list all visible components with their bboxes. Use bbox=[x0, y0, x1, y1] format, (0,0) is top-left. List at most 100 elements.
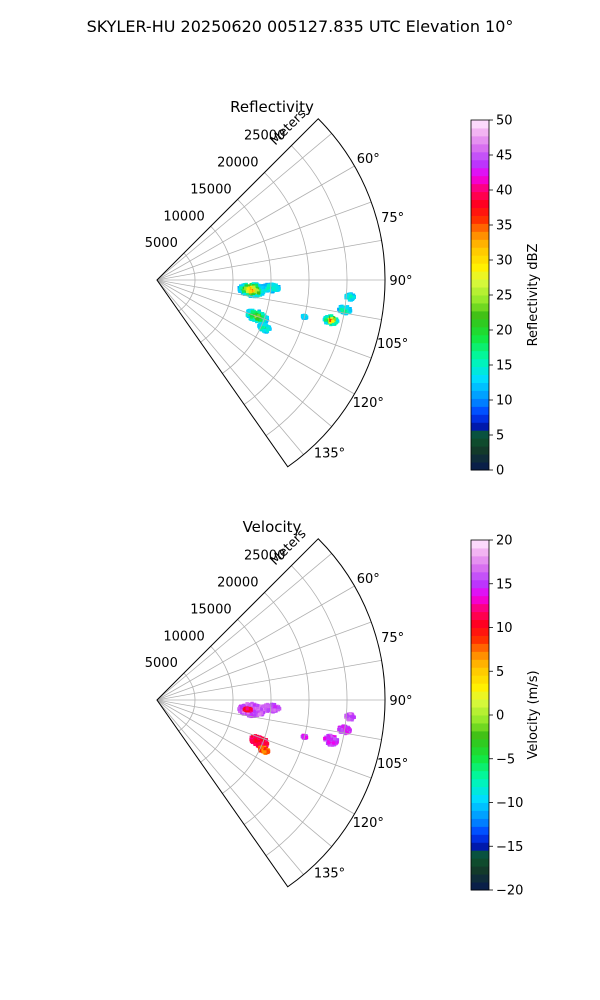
range-tick-label: 10000 bbox=[163, 629, 204, 644]
echo-gate bbox=[263, 322, 267, 327]
colorbar-segment bbox=[471, 318, 489, 328]
range-tick-label: 20000 bbox=[217, 156, 258, 171]
echo-gate bbox=[245, 313, 249, 317]
colorbar-tick-label: 10 bbox=[496, 394, 513, 409]
echo-gate bbox=[329, 318, 333, 323]
echo-cell bbox=[323, 733, 340, 747]
colorbar-segment bbox=[471, 866, 489, 875]
echo-gate bbox=[249, 736, 254, 740]
echo-gate bbox=[254, 739, 258, 743]
echo-gate bbox=[251, 282, 256, 286]
echo-gate bbox=[342, 724, 346, 729]
polar-grid bbox=[156, 553, 385, 875]
colorbar-segment bbox=[471, 215, 489, 224]
echo-gate bbox=[350, 718, 354, 722]
echo-gate bbox=[250, 701, 254, 705]
echo-gate bbox=[254, 310, 258, 315]
colorbar-segment bbox=[471, 167, 489, 177]
colorbar-tick-label: 20 bbox=[496, 534, 513, 549]
colorbar-segment bbox=[471, 571, 489, 581]
echo-layer bbox=[237, 282, 356, 334]
range-tick-label: 25000 bbox=[244, 549, 285, 564]
colorbar-label: Reflectivity dBZ bbox=[526, 244, 541, 347]
azimuth-spoke bbox=[156, 279, 372, 359]
colorbar-tick-label: −10 bbox=[496, 796, 523, 811]
colorbar-segment bbox=[471, 358, 489, 368]
colorbar-tick-label: 50 bbox=[496, 114, 513, 129]
echo-gate bbox=[256, 742, 260, 746]
echo-gate bbox=[337, 727, 341, 731]
azimuth-spoke bbox=[156, 699, 372, 779]
colorbar-tick-label: −5 bbox=[496, 752, 515, 767]
echo-gate bbox=[241, 704, 245, 708]
colorbar-segment bbox=[471, 271, 489, 280]
colorbar-segment bbox=[471, 207, 489, 216]
echo-gate bbox=[345, 731, 349, 735]
echo-gate bbox=[239, 706, 243, 710]
colorbar-tick-label: 0 bbox=[496, 464, 504, 479]
echo-gate bbox=[276, 708, 280, 712]
sector-border bbox=[156, 538, 386, 888]
azimuth-tick-label: 90° bbox=[389, 694, 412, 709]
echo-gate bbox=[340, 729, 344, 733]
colorbar-segment bbox=[471, 635, 489, 644]
echo-gate bbox=[264, 315, 268, 319]
echo-gate bbox=[325, 315, 329, 319]
echo-gate bbox=[255, 708, 260, 712]
azimuth-spoke bbox=[156, 585, 355, 701]
echo-gate bbox=[338, 305, 342, 309]
colorbar-segment bbox=[471, 715, 489, 724]
echo-cell bbox=[322, 314, 340, 327]
echo-gate bbox=[249, 712, 253, 716]
echo-gate bbox=[258, 284, 262, 288]
velocity-colorbar: −20 −15 −10 −5 0 5 10 15 20 Velocity (m/s) bbox=[470, 534, 541, 899]
echo-gate bbox=[334, 321, 338, 325]
echo-gate bbox=[251, 739, 256, 743]
colorbar-segment bbox=[471, 850, 489, 859]
azimuth-spoke bbox=[156, 553, 332, 701]
colorbar-segment bbox=[471, 547, 489, 557]
echo-gate bbox=[257, 310, 261, 314]
echo-gate bbox=[333, 737, 337, 741]
echo-gate bbox=[252, 295, 256, 299]
echo-gate bbox=[266, 283, 271, 288]
range-tick-label: 20000 bbox=[217, 576, 258, 591]
colorbar-tick-label: 35 bbox=[496, 219, 513, 234]
colorbar-segment bbox=[471, 398, 489, 407]
colorbar-segment bbox=[471, 691, 489, 700]
echo-gate bbox=[258, 313, 263, 317]
echo-gate bbox=[341, 305, 345, 309]
echo-gate bbox=[266, 708, 270, 712]
echo-gate bbox=[251, 734, 255, 738]
colorbar-segment bbox=[471, 438, 489, 447]
echo-gate bbox=[261, 704, 265, 708]
azimuth-tick-label: 105° bbox=[377, 757, 408, 772]
echo-gate bbox=[263, 288, 267, 292]
colorbar-segment bbox=[471, 334, 489, 344]
echo-gate bbox=[303, 316, 307, 320]
colorbar-segment bbox=[471, 540, 489, 549]
echo-gate bbox=[301, 315, 305, 319]
colorbar-segment bbox=[471, 295, 489, 304]
echo-gate bbox=[239, 286, 243, 290]
echo-gate bbox=[251, 310, 255, 314]
echo-gate bbox=[271, 290, 275, 294]
azimuth-tick-label: 60° bbox=[357, 572, 380, 587]
azimuth-tick-label: 120° bbox=[353, 396, 384, 411]
velocity-title: Velocity bbox=[243, 518, 302, 536]
range-ring bbox=[265, 145, 348, 436]
echo-gate bbox=[348, 308, 352, 312]
range-tick-label: 5000 bbox=[145, 656, 178, 671]
colorbar-segment bbox=[471, 778, 489, 788]
echo-gate bbox=[324, 321, 328, 325]
colorbar-segment bbox=[471, 707, 489, 716]
sector-border bbox=[156, 118, 386, 468]
azimuth-spoke bbox=[156, 279, 304, 455]
echo-gate bbox=[256, 714, 260, 718]
echo-gate bbox=[253, 742, 257, 746]
echo-gate bbox=[267, 325, 272, 329]
echo-gate bbox=[333, 740, 338, 745]
sector-outline bbox=[156, 538, 386, 888]
azimuth-spoke bbox=[156, 699, 304, 875]
colorbar-segment bbox=[471, 667, 489, 676]
